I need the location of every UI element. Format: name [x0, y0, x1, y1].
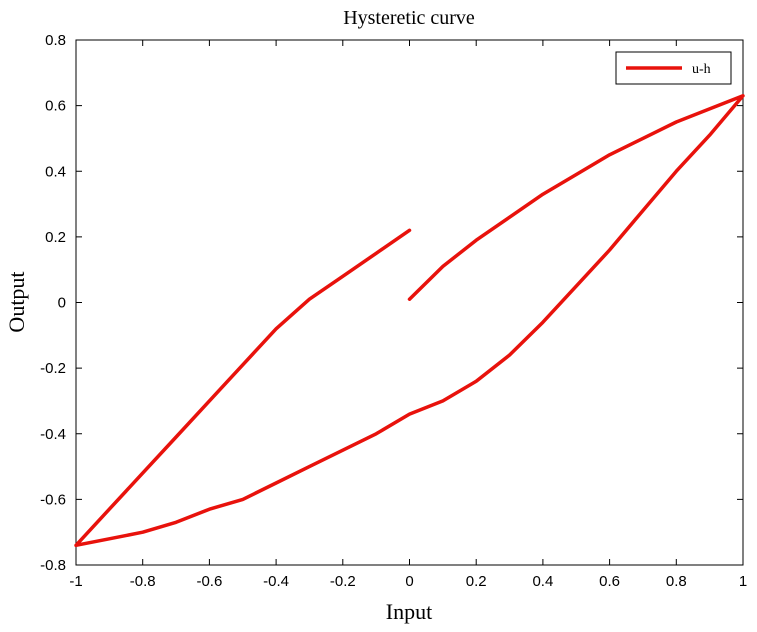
x-tick-label: 0	[405, 573, 413, 590]
y-tick-label: 0.2	[45, 229, 66, 246]
legend: u-h	[615, 51, 732, 85]
x-tick-label: 0.6	[599, 573, 620, 590]
x-tick-label: 0.2	[466, 573, 487, 590]
x-tick-label: -1	[69, 573, 82, 590]
x-tick-label: 1	[739, 573, 747, 590]
y-tick-label: -0.8	[40, 557, 66, 574]
series-line-u-h	[74, 94, 745, 548]
y-tick-label: 0.8	[45, 32, 66, 49]
y-tick-label: -0.2	[40, 360, 66, 377]
chart-title: Hysteretic curve	[343, 7, 475, 29]
plot-area	[75, 39, 744, 566]
x-tick-label: -0.8	[130, 573, 156, 590]
data-series	[74, 94, 745, 548]
x-tick-label: -0.2	[330, 573, 356, 590]
y-axis-title: Output	[4, 271, 29, 332]
y-tick-label: 0	[58, 295, 66, 312]
x-tick-label: 0.4	[532, 573, 553, 590]
x-axis-title: Input	[386, 599, 432, 624]
x-tick-label: -0.6	[196, 573, 222, 590]
x-tick-label: 0.8	[666, 573, 687, 590]
y-tick-label: -0.6	[40, 491, 66, 508]
y-tick-label: 0.6	[45, 98, 66, 115]
x-tick-label: -0.4	[263, 573, 289, 590]
y-tick-label: 0.4	[45, 163, 66, 180]
legend-label: u-h	[692, 62, 711, 77]
axis-ticks: -1 -0.8 -0.6 -0.4 -0.2 0 0.2 0.4 0.6 0.8 1-0.8-0.6…	[40, 32, 747, 590]
y-tick-label: -0.4	[40, 426, 66, 443]
